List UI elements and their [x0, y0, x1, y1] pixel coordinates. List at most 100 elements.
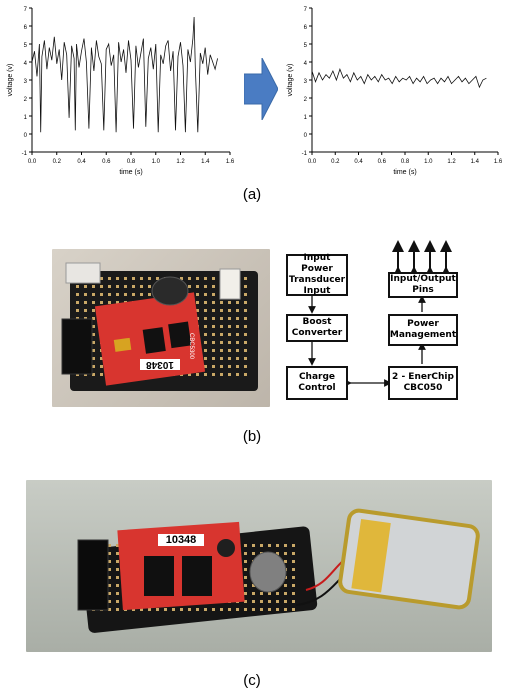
- perf-hole: [236, 301, 239, 304]
- perf-hole: [220, 349, 223, 352]
- smoothed-chart-x-tick-label: 1.4: [471, 159, 480, 165]
- perf-hole: [196, 285, 199, 288]
- perf-hole: [132, 293, 135, 296]
- perf-hole: [292, 544, 295, 547]
- perf-hole: [244, 592, 247, 595]
- perf-hole: [92, 293, 95, 296]
- perf-hole: [116, 301, 119, 304]
- perf-hole: [108, 568, 111, 571]
- block-io-pins: Input/Output Pins: [388, 272, 458, 298]
- perf-hole: [244, 333, 247, 336]
- perf-hole: [204, 325, 207, 328]
- perf-hole: [236, 373, 239, 376]
- smoothed-chart-y-tick-label: 5: [304, 43, 308, 49]
- perf-hole: [148, 293, 151, 296]
- perf-hole: [228, 608, 231, 611]
- perf-hole: [252, 608, 255, 611]
- perf-hole: [228, 373, 231, 376]
- perf-hole: [244, 277, 247, 280]
- perf-hole: [92, 349, 95, 352]
- perf-hole: [244, 568, 247, 571]
- perf-hole: [140, 277, 143, 280]
- perf-hole: [228, 301, 231, 304]
- raw-chart-x-tick-label: 0.4: [77, 159, 86, 165]
- block-enerchip: 2 - EnerChip CBC050: [388, 366, 458, 400]
- smoothed-chart-x-tick-label: 0.8: [401, 159, 410, 165]
- raw-chart-x-label: time (s): [119, 169, 142, 176]
- perf-hole: [100, 301, 103, 304]
- raw-chart-x-tick-label: 1.6: [226, 159, 235, 165]
- perf-hole: [116, 592, 119, 595]
- perf-hole: [156, 277, 159, 280]
- perf-hole: [228, 357, 231, 360]
- perf-hole: [204, 333, 207, 336]
- caption-a: (a): [242, 186, 262, 203]
- perf-hole: [188, 608, 191, 611]
- smoothed-chart-x-label: time (s): [393, 169, 416, 176]
- perf-hole: [212, 365, 215, 368]
- perf-hole: [236, 309, 239, 312]
- perf-hole: [108, 301, 111, 304]
- perf-hole: [180, 608, 183, 611]
- perf-hole: [124, 277, 127, 280]
- perf-hole: [284, 552, 287, 555]
- perf-hole: [252, 592, 255, 595]
- perf-hole: [260, 608, 263, 611]
- raw-chart-y-tick-label: 6: [24, 25, 28, 31]
- smoothed-chart-y-tick-label: 1: [304, 115, 308, 121]
- perf-hole: [244, 309, 247, 312]
- perf-hole: [132, 608, 135, 611]
- perf-hole: [172, 608, 175, 611]
- smoothed-chart-y-tick-label: 6: [304, 25, 308, 31]
- perf-hole: [148, 277, 151, 280]
- perf-hole: [108, 544, 111, 547]
- perf-hole: [220, 309, 223, 312]
- perf-hole: [108, 285, 111, 288]
- board-label-c: 10348: [158, 534, 204, 546]
- perf-hole: [244, 608, 247, 611]
- smoothed-chart-x-tick-label: 0.2: [331, 159, 340, 165]
- perf-hole: [244, 584, 247, 587]
- perf-hole: [276, 608, 279, 611]
- perf-hole: [204, 608, 207, 611]
- raw-chart-x-tick-label: 0.2: [53, 159, 62, 165]
- perf-hole: [236, 365, 239, 368]
- raw-chart-y-tick-label: 2: [24, 97, 28, 103]
- smoothed-chart-x-tick-label: 1.6: [494, 159, 503, 165]
- perf-hole: [116, 293, 119, 296]
- raw-chart-y-tick-label: 3: [24, 79, 28, 85]
- perf-hole: [252, 552, 255, 555]
- perf-hole: [108, 293, 111, 296]
- perf-hole: [212, 341, 215, 344]
- perf-hole: [244, 285, 247, 288]
- perf-hole: [92, 333, 95, 336]
- smoothed-chart-y-tick-label: 0: [304, 133, 308, 139]
- perf-hole: [204, 373, 207, 376]
- perf-hole: [220, 341, 223, 344]
- perf-hole: [212, 301, 215, 304]
- perf-hole: [204, 285, 207, 288]
- perf-hole: [164, 608, 167, 611]
- perf-hole: [116, 608, 119, 611]
- perf-hole: [284, 544, 287, 547]
- perf-hole: [108, 576, 111, 579]
- perf-hole: [276, 544, 279, 547]
- raw-voltage-chart: -1 0 1 2 3 4 5 6 7 0.0 0.2 0.4 0.6 0.8 1.0 1.2 1.4 1.6 tim…: [7, 7, 235, 176]
- perf-hole: [228, 341, 231, 344]
- perf-hole: [212, 293, 215, 296]
- smoothed-chart-y-tick-label: 4: [304, 61, 308, 67]
- perf-hole: [268, 544, 271, 547]
- perf-hole: [188, 285, 191, 288]
- perf-hole: [84, 285, 87, 288]
- perf-hole: [140, 285, 143, 288]
- perf-hole: [252, 600, 255, 603]
- perf-hole: [92, 325, 95, 328]
- perf-hole: [76, 309, 79, 312]
- perf-hole: [284, 592, 287, 595]
- perf-hole: [220, 365, 223, 368]
- perf-hole: [196, 277, 199, 280]
- perf-hole: [116, 552, 119, 555]
- perf-hole: [292, 600, 295, 603]
- raw-chart-x-tick-label: 1.0: [152, 159, 161, 165]
- raw-chart-x-tick-label: 1.2: [176, 159, 185, 165]
